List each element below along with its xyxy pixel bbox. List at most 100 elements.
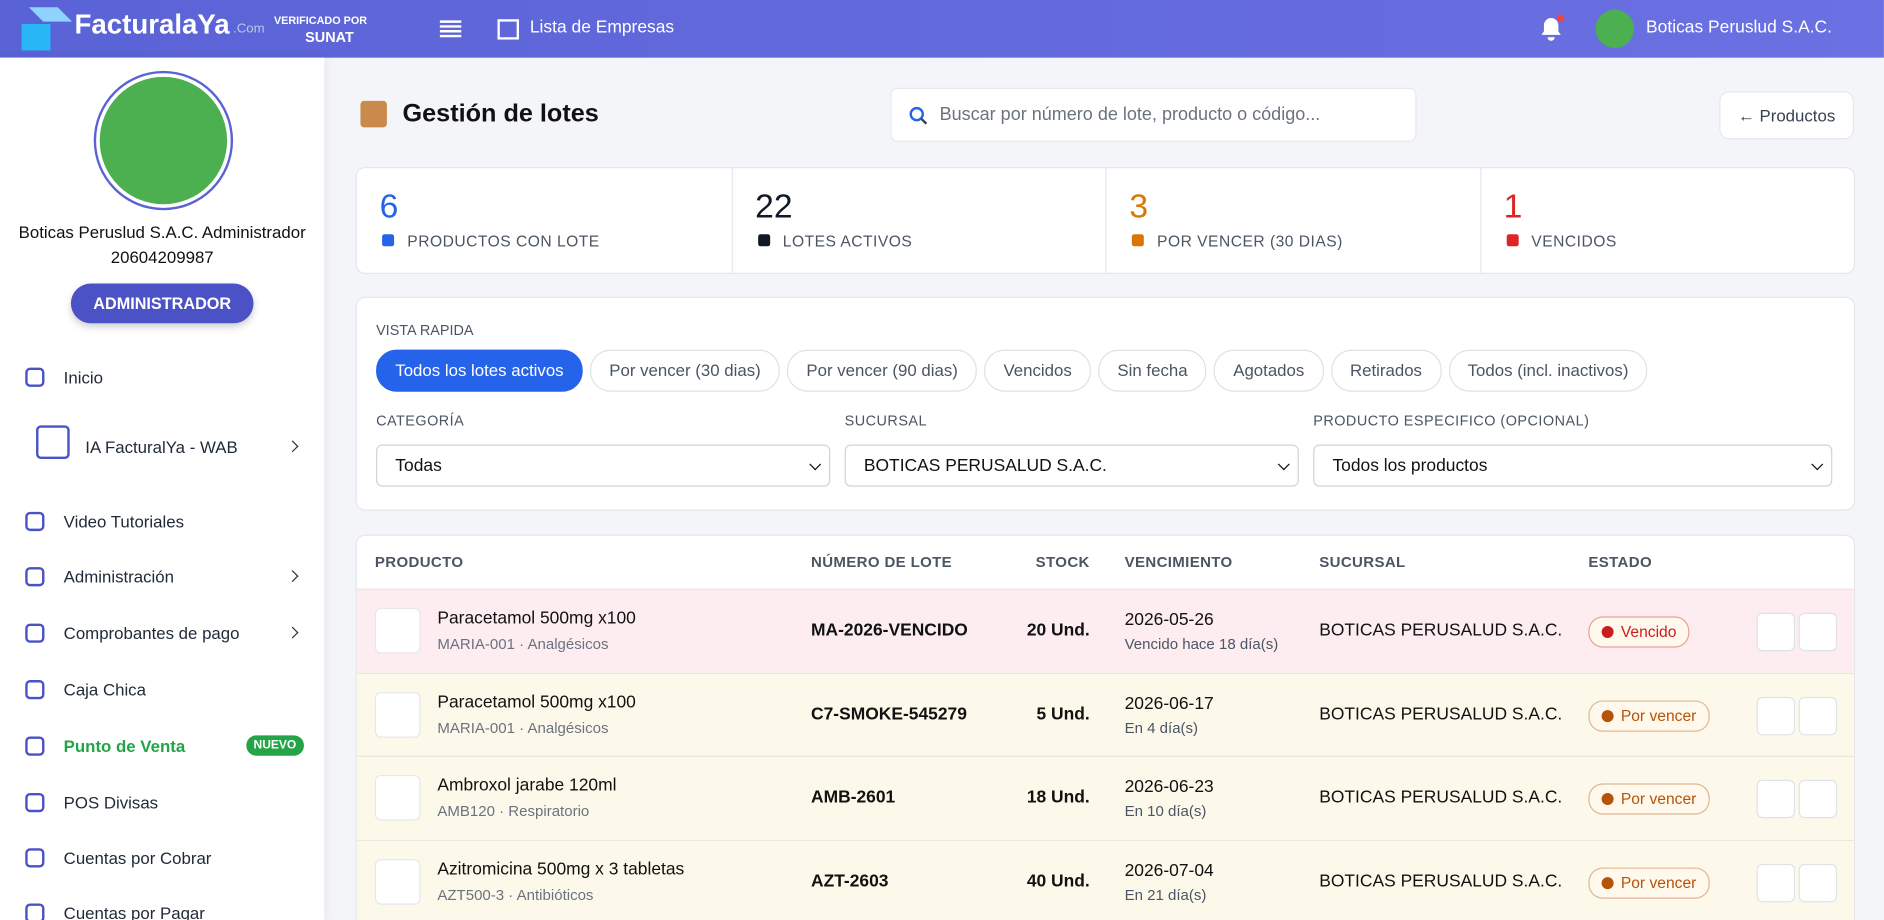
menu-item[interactable]: IA FacturalYa - WAB xyxy=(0,425,324,464)
column-header: PRODUCTO xyxy=(374,553,464,571)
stock: 5 Und. xyxy=(1036,704,1090,724)
menu-item[interactable]: Caja Chica xyxy=(0,673,324,707)
product-thumb xyxy=(374,858,421,905)
filters-card: VISTA RAPIDA Todos los lotes activos Por … xyxy=(355,296,1856,511)
filter-select[interactable]: BOTICAS PERUSALUD S.A.C. xyxy=(844,444,1299,487)
role-badge[interactable]: ADMINISTRADOR xyxy=(70,283,254,324)
back-button[interactable]: ← Productos xyxy=(1719,91,1854,140)
companies-icon xyxy=(497,19,520,40)
branch: BOTICAS PERUSALUD S.A.C. xyxy=(1319,788,1563,808)
menu-item[interactable]: Administración xyxy=(0,560,324,594)
disable-button[interactable] xyxy=(1798,696,1838,735)
stat-label: PRODUCTOS CON LOTE xyxy=(407,231,600,250)
verified: VERIFICADO POR xyxy=(273,14,368,27)
table-row: Paracetamol 500mg x100 MARIA-001 · Analgé… xyxy=(356,588,1854,673)
menu-toggle[interactable] xyxy=(439,19,462,38)
filter-label: PRODUCTO ESPECIFICO (OPCIONAL) xyxy=(1313,412,1590,429)
sunat: SUNAT xyxy=(305,28,354,46)
filter-select[interactable]: Todas xyxy=(376,444,831,487)
open-button[interactable] xyxy=(1756,863,1796,902)
branch: BOTICAS PERUSALUD S.A.C. xyxy=(1319,871,1563,891)
product-thumb xyxy=(374,691,421,738)
table-row: Ambroxol jarabe 120ml AMB120 · Respirator… xyxy=(356,755,1854,840)
disable-button[interactable] xyxy=(1798,612,1838,652)
status-icon xyxy=(1601,625,1614,638)
expiry-date: 2026-05-26 xyxy=(1124,610,1214,630)
quick-chip[interactable]: Por vencer (30 dias) xyxy=(590,349,780,392)
expiry-note: En 21 día(s) xyxy=(1124,886,1207,903)
quick-label: VISTA RAPIDA xyxy=(376,322,474,339)
quick-chip[interactable]: Todos (incl. inactivos) xyxy=(1448,349,1648,392)
quick-chip[interactable]: Todos los lotes activos xyxy=(376,349,583,392)
user-menu[interactable]: Boticas Peruslud S.A.C. xyxy=(1646,18,1832,38)
menu-label: Inicio xyxy=(63,367,103,387)
expiry-note: En 10 día(s) xyxy=(1124,802,1207,820)
stat: 3 POR VENCER (30 DIAS) xyxy=(1105,168,1479,273)
status-badge: Por vencer xyxy=(1588,699,1710,732)
menu-item[interactable]: Cuentas por Cobrar xyxy=(0,841,324,875)
quick-chip[interactable]: Sin fecha xyxy=(1098,349,1207,392)
table-row: Azitromicina 500mg x 3 tabletas AZT500-3 … xyxy=(356,839,1854,920)
quick-chip[interactable]: Retirados xyxy=(1330,349,1442,392)
search-box[interactable]: Buscar por número de lote, producto o có… xyxy=(890,87,1417,142)
stat-value: 22 xyxy=(755,187,793,225)
product-name: Paracetamol 500mg x100 xyxy=(437,692,636,712)
menu-icon xyxy=(25,736,45,756)
notifications[interactable] xyxy=(1538,14,1565,43)
open-button[interactable] xyxy=(1756,779,1796,819)
menu-icon xyxy=(25,367,45,387)
menu-label: Caja Chica xyxy=(63,680,146,700)
brand-suffix: .Com xyxy=(233,21,265,37)
stats-card: 6 PRODUCTOS CON LOTE 22 LOTES ACTIVOS 3 POR V… xyxy=(355,167,1856,274)
quick-chip[interactable]: Vencidos xyxy=(984,349,1091,392)
companies-link[interactable]: Lista de Empresas xyxy=(529,18,675,38)
lot-number: AMB-2601 xyxy=(811,788,896,808)
lot-number: MA-2026-VENCIDO xyxy=(811,621,968,641)
sidebar: Boticas Peruslud S.A.C. Administrador 20… xyxy=(0,57,325,920)
select-caret xyxy=(809,458,822,471)
menu-arrow xyxy=(286,626,299,639)
product-name: Ambroxol jarabe 120ml xyxy=(437,776,617,796)
search-placeholder: Buscar por número de lote, producto o có… xyxy=(939,104,1321,125)
stat-value: 6 xyxy=(379,187,399,225)
menu-icon xyxy=(25,511,45,532)
lot-number: AZT-2603 xyxy=(811,871,889,891)
status-icon xyxy=(1601,792,1614,806)
product-sub: MARIA-001 · Analgésicos xyxy=(437,635,609,653)
open-button[interactable] xyxy=(1756,612,1796,652)
menu-icon xyxy=(25,848,45,868)
quick-chip[interactable]: Agotados xyxy=(1214,349,1324,392)
profile-avatar xyxy=(96,73,231,208)
menu-icon xyxy=(25,567,45,587)
status-icon xyxy=(1601,876,1614,889)
menu-item[interactable]: POS Divisas xyxy=(0,786,324,820)
stat-label: POR VENCER (30 DIAS) xyxy=(1157,231,1343,250)
logo-icon xyxy=(21,7,73,51)
menu-item[interactable]: Inicio xyxy=(0,360,324,394)
stat-label: VENCIDOS xyxy=(1531,231,1617,250)
profile-ruc: 20604209987 xyxy=(110,247,214,267)
product-thumb xyxy=(374,774,421,821)
menu-item[interactable]: Comprobantes de pago xyxy=(0,616,324,650)
stat-icon xyxy=(382,234,395,247)
menu-label: Cuentas por Cobrar xyxy=(63,848,212,868)
menu-item[interactable]: Punto de Venta NUEVO xyxy=(0,729,324,763)
stock: 40 Und. xyxy=(1026,871,1090,891)
expiry-note: En 4 día(s) xyxy=(1124,719,1199,736)
menu-icon xyxy=(25,623,45,643)
select-caret xyxy=(1811,458,1824,471)
status-icon xyxy=(1601,709,1614,722)
disable-button[interactable] xyxy=(1798,779,1838,819)
disable-button[interactable] xyxy=(1798,863,1838,902)
menu-icon xyxy=(36,425,70,459)
product-thumb xyxy=(374,607,421,654)
menu-item[interactable]: Video Tutoriales xyxy=(0,505,324,539)
filter-select[interactable]: Todos los productos xyxy=(1313,444,1833,487)
quick-chip[interactable]: Por vencer (90 dias) xyxy=(787,349,978,392)
menu-item[interactable]: Cuentas por Pagar xyxy=(0,896,324,920)
branch: BOTICAS PERUSALUD S.A.C. xyxy=(1319,704,1563,724)
chip-row: Todos los lotes activos Por vencer (30 di… xyxy=(376,349,1655,392)
menu-label: Comprobantes de pago xyxy=(63,623,240,643)
open-button[interactable] xyxy=(1756,696,1796,735)
product-name: Paracetamol 500mg x100 xyxy=(437,609,636,629)
